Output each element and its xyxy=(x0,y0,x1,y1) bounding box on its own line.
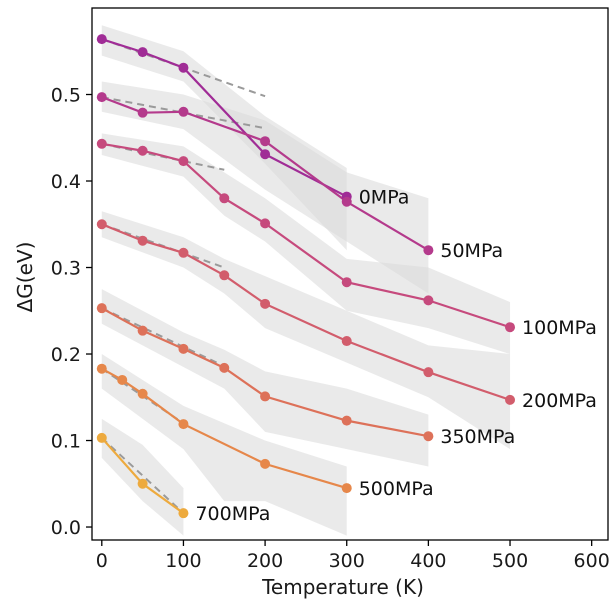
band-50MPa xyxy=(101,81,429,294)
plot-frame xyxy=(91,7,609,541)
data-point-350MPa-0 xyxy=(96,303,107,314)
data-point-350MPa-5 xyxy=(341,415,352,426)
data-point-50MPa-0 xyxy=(96,92,107,103)
fit-line-350MPa xyxy=(101,307,225,368)
data-point-200MPa-2 xyxy=(178,247,189,258)
data-point-200MPa-4 xyxy=(260,298,271,309)
data-point-50MPa-1 xyxy=(137,107,148,118)
series-line-200MPa xyxy=(101,223,511,401)
series-labels: 0MPa 50MPa 100MPa 200MPa 350MPa 500MPa 700MPa xyxy=(195,187,596,526)
y-tick-label-0.3: 0.3 xyxy=(51,258,81,280)
data-point-50MPa-4 xyxy=(341,196,352,207)
data-point-500MPa-3 xyxy=(178,419,189,430)
series-label-100MPa: 100MPa xyxy=(522,317,597,339)
data-point-0MPa-2 xyxy=(178,62,189,73)
fit-line-700MPa xyxy=(101,437,185,514)
y-tick-label-0.0: 0.0 xyxy=(51,517,81,539)
x-tick-label-0: 0 xyxy=(96,550,108,572)
fit-line-50MPa xyxy=(101,96,266,130)
x-tick-label-400: 400 xyxy=(410,550,446,572)
series-label-700MPa: 700MPa xyxy=(195,503,270,525)
data-point-100MPa-2 xyxy=(178,156,189,167)
band-700MPa xyxy=(101,418,184,536)
data-point-200MPa-5 xyxy=(341,336,352,347)
data-point-500MPa-1 xyxy=(117,374,128,385)
band-100MPa xyxy=(101,133,511,355)
series-label-0MPa: 0MPa xyxy=(359,187,410,209)
band-200MPa xyxy=(101,211,511,450)
data-point-200MPa-7 xyxy=(505,394,516,405)
data-point-0MPa-3 xyxy=(260,149,271,160)
data-point-0MPa-1 xyxy=(137,47,148,58)
confidence-bands xyxy=(101,25,511,536)
y-tick-label-0.2: 0.2 xyxy=(51,344,81,366)
series-label-200MPa: 200MPa xyxy=(522,390,597,412)
series-points xyxy=(96,34,516,519)
y-tick-label-0.4: 0.4 xyxy=(51,171,81,193)
data-point-700MPa-1 xyxy=(137,478,148,489)
x-tick-label-200: 200 xyxy=(247,550,283,572)
y-axis-label: ΔG(eV) xyxy=(13,242,37,313)
data-point-100MPa-1 xyxy=(137,145,148,156)
series-label-50MPa: 50MPa xyxy=(440,240,503,262)
data-point-500MPa-4 xyxy=(260,458,271,469)
y-tick-label-0.5: 0.5 xyxy=(51,85,81,107)
series-label-350MPa: 350MPa xyxy=(440,426,515,448)
x-tick-label-500: 500 xyxy=(492,550,528,572)
y-tick-label-0.1: 0.1 xyxy=(51,431,81,453)
data-point-500MPa-5 xyxy=(341,483,352,494)
data-point-200MPa-1 xyxy=(137,235,148,246)
series-line-50MPa xyxy=(101,96,429,252)
data-point-700MPa-0 xyxy=(96,432,107,443)
series-label-500MPa: 500MPa xyxy=(359,478,434,500)
data-point-100MPa-4 xyxy=(260,218,271,229)
data-point-200MPa-3 xyxy=(219,270,230,281)
data-point-100MPa-7 xyxy=(505,322,516,333)
data-point-350MPa-2 xyxy=(178,343,189,354)
data-point-350MPa-6 xyxy=(423,431,434,442)
data-point-100MPa-5 xyxy=(341,277,352,288)
data-point-50MPa-2 xyxy=(178,106,189,117)
data-point-350MPa-1 xyxy=(137,325,148,336)
data-point-100MPa-6 xyxy=(423,295,434,306)
x-tick-label-100: 100 xyxy=(165,550,201,572)
x-axis-label: Temperature (K) xyxy=(261,575,424,599)
data-point-500MPa-2 xyxy=(137,388,148,399)
x-tick-label-600: 600 xyxy=(574,550,610,572)
data-point-50MPa-3 xyxy=(260,136,271,147)
y-axis-ticks: 0.0 0.1 0.2 0.3 0.4 0.5 xyxy=(51,85,92,539)
data-point-100MPa-3 xyxy=(219,193,230,204)
data-point-350MPa-4 xyxy=(260,391,271,402)
data-point-500MPa-0 xyxy=(96,363,107,374)
data-point-200MPa-0 xyxy=(96,219,107,230)
data-point-700MPa-2 xyxy=(178,508,189,519)
data-point-0MPa-0 xyxy=(96,34,107,45)
data-point-350MPa-3 xyxy=(219,362,230,373)
x-tick-label-300: 300 xyxy=(329,550,365,572)
data-point-200MPa-6 xyxy=(423,367,434,378)
data-point-100MPa-0 xyxy=(96,138,107,149)
x-axis-ticks: 0 100 200 300 400 500 600 xyxy=(96,540,610,572)
series-line-100MPa xyxy=(101,142,511,329)
data-point-50MPa-5 xyxy=(423,245,434,256)
